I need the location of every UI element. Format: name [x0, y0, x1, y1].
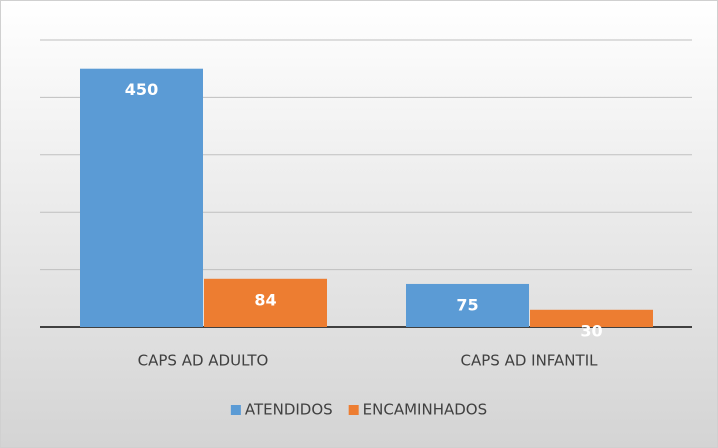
data-label: 450 — [125, 80, 158, 99]
data-label: 75 — [456, 295, 478, 314]
data-label: 84 — [254, 290, 276, 309]
bar — [406, 283, 529, 327]
legend-swatch — [230, 405, 241, 415]
x-tick-label: CAPS AD INFANTIL — [461, 352, 599, 370]
x-tick-label: CAPS AD ADULTO — [138, 352, 269, 370]
data-label: 30 — [580, 321, 602, 340]
bar — [530, 309, 653, 327]
legend-swatch — [348, 405, 359, 415]
legend-label: ENCAMINHADOS — [363, 401, 487, 419]
bar — [204, 278, 327, 327]
legend-label: ATENDIDOS — [245, 401, 333, 419]
bar — [80, 68, 203, 327]
